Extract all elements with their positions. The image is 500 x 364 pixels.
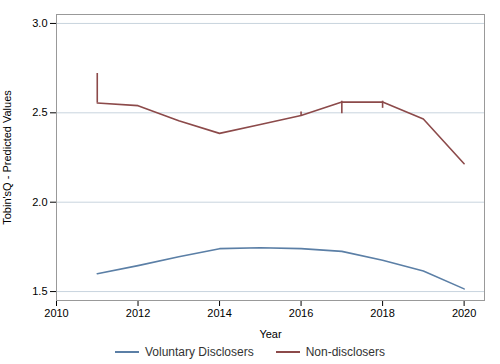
svg-text:3.0: 3.0 (32, 17, 47, 29)
svg-text:2.5: 2.5 (32, 106, 47, 118)
svg-text:2012: 2012 (126, 307, 150, 319)
html-text:Voluntary Disclosers: Voluntary Disclosers (145, 345, 254, 359)
svg-text:2014: 2014 (207, 307, 231, 319)
svg-text:Year: Year (259, 328, 282, 340)
svg-text:2.0: 2.0 (32, 196, 47, 208)
html-text:Non-disclosers: Non-disclosers (305, 345, 385, 359)
svg-text:2016: 2016 (289, 307, 313, 319)
svg-text:2018: 2018 (370, 307, 394, 319)
svg-text:2010: 2010 (44, 307, 68, 319)
svg-text:2020: 2020 (452, 307, 476, 319)
svg-text:1.5: 1.5 (32, 285, 47, 297)
svg-text:Tobin'sQ - Predicted Values: Tobin'sQ - Predicted Values (1, 90, 13, 225)
